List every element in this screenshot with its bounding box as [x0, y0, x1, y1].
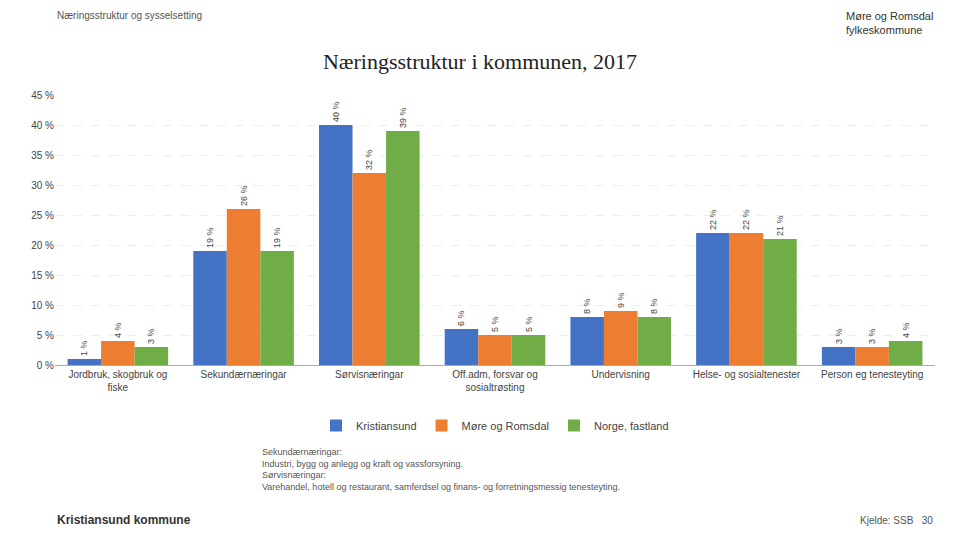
svg-text:3 %: 3 % [146, 328, 156, 344]
svg-text:Jordbruk, skogbruk ogfiske: Jordbruk, skogbruk ogfiske [68, 369, 167, 393]
svg-text:Sørvisnæringar: Sørvisnæringar [335, 369, 404, 380]
svg-text:5 %: 5 % [490, 316, 500, 332]
svg-text:25 %: 25 % [31, 210, 54, 221]
svg-text:3 %: 3 % [867, 328, 877, 344]
svg-text:19 %: 19 % [205, 227, 215, 248]
svg-text:5 %: 5 % [524, 316, 534, 332]
svg-text:20 %: 20 % [31, 240, 54, 251]
svg-text:30 %: 30 % [31, 180, 54, 191]
svg-text:40 %: 40 % [331, 101, 341, 122]
svg-text:Næringsstruktur og sysselsetti: Næringsstruktur og sysselsetting [57, 10, 202, 21]
svg-text:Helse- og sosialtenester: Helse- og sosialtenester [693, 369, 801, 380]
svg-text:0 %: 0 % [37, 360, 54, 371]
svg-text:45 %: 45 % [31, 90, 54, 101]
svg-text:3 %: 3 % [834, 328, 844, 344]
svg-text:26 %: 26 % [239, 185, 249, 206]
svg-text:8 %: 8 % [582, 298, 592, 314]
svg-text:15 %: 15 % [31, 270, 54, 281]
svg-text:19 %: 19 % [272, 227, 282, 248]
svg-text:4 %: 4 % [901, 322, 911, 338]
svg-text:Møre og Romsdalfylkeskommune: Møre og Romsdalfylkeskommune [846, 10, 933, 36]
svg-text:6 %: 6 % [456, 310, 466, 326]
svg-text:Off.adm, forsvar ogsosialtrøst: Off.adm, forsvar ogsosialtrøsting [452, 369, 537, 393]
svg-text:8 %: 8 % [649, 298, 659, 314]
svg-text:Kjelde: SSB 30: Kjelde: SSB 30 [860, 515, 933, 526]
svg-text:Undervisning: Undervisning [592, 369, 650, 380]
svg-text:40 %: 40 % [31, 120, 54, 131]
svg-text:Møre og Romsdal: Møre og Romsdal [462, 420, 549, 432]
svg-text:Sekundærnæringar: Sekundærnæringar [200, 369, 287, 380]
svg-text:Næringsstruktur i kommunen, 20: Næringsstruktur i kommunen, 2017 [323, 49, 637, 74]
svg-text:10 %: 10 % [31, 300, 54, 311]
svg-text:39 %: 39 % [398, 107, 408, 128]
svg-text:Sekundærnæringar:Industri, byg: Sekundærnæringar:Industri, bygg og anleg… [262, 447, 620, 492]
svg-text:22 %: 22 % [741, 209, 751, 230]
svg-text:1 %: 1 % [79, 340, 89, 356]
svg-text:4 %: 4 % [113, 322, 123, 338]
svg-text:21 %: 21 % [775, 215, 785, 236]
svg-text:22 %: 22 % [708, 209, 718, 230]
svg-text:Person eg tenesteyting: Person eg tenesteyting [821, 369, 923, 380]
svg-text:32 %: 32 % [364, 149, 374, 170]
svg-text:35 %: 35 % [31, 150, 54, 161]
svg-text:Kristiansund kommune: Kristiansund kommune [57, 513, 191, 527]
svg-text:9 %: 9 % [616, 292, 626, 308]
svg-text:Kristiansund: Kristiansund [356, 420, 417, 432]
svg-text:Norge, fastland: Norge, fastland [594, 420, 669, 432]
svg-text:5 %: 5 % [37, 330, 54, 341]
